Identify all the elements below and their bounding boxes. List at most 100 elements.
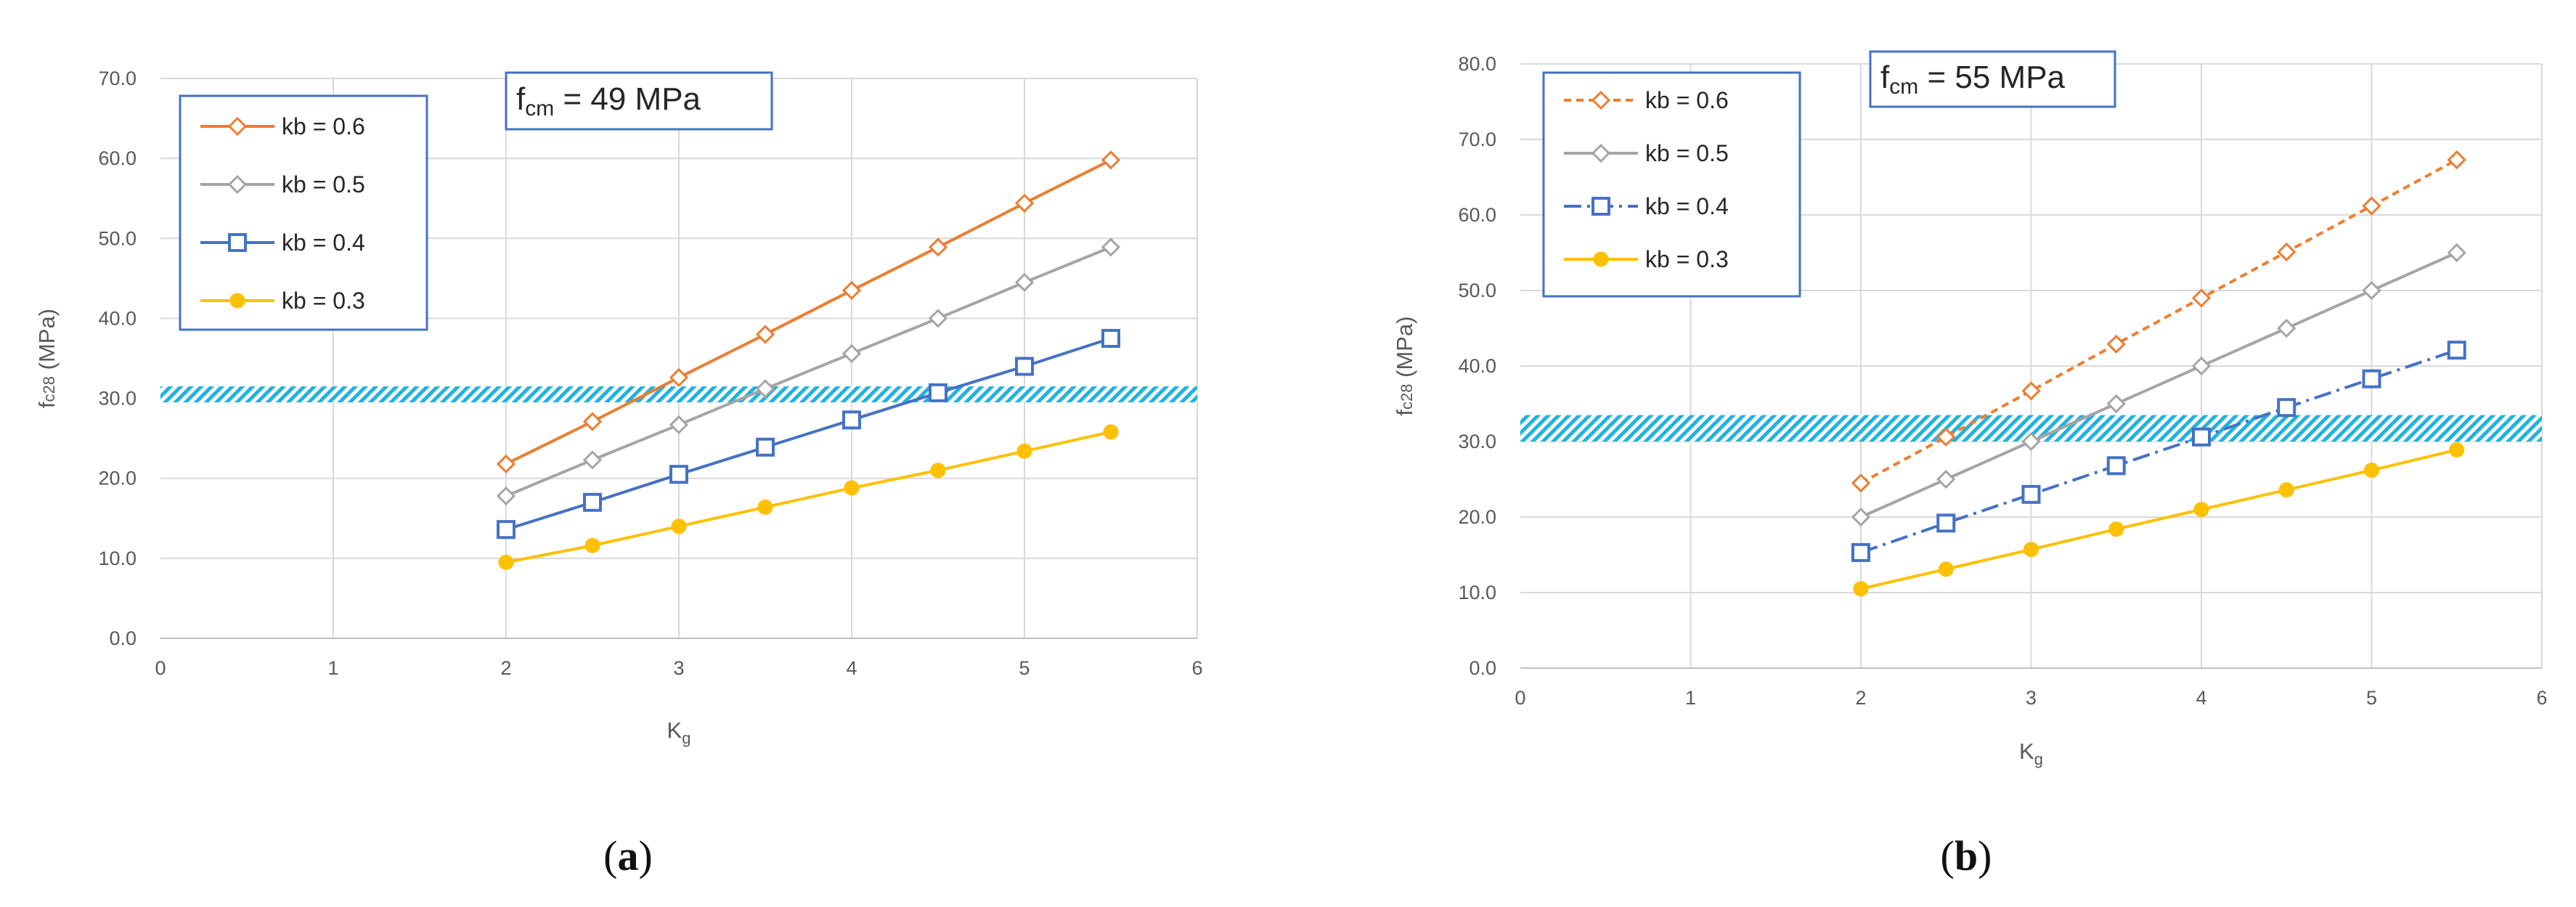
- chart-b-y-axis-label: fc28 (MPa): [1392, 316, 1417, 415]
- chart-a-x-tick-label: 4: [846, 657, 857, 679]
- chart-a-data-point: [844, 480, 860, 496]
- chart-b-series-line: [1860, 158, 2458, 484]
- chart-b-x-ticks: 0 1 2 3 4 5 6: [1515, 687, 2547, 709]
- chart-a-legend-label: kb = 0.5: [282, 171, 365, 198]
- chart-a-legend: kb = 0.6 kb = 0.5 kb = 0.4 kb = 0.3: [179, 94, 428, 331]
- chart-b-data-point: [2191, 356, 2212, 376]
- chart-b-series-line: [1860, 448, 2458, 590]
- chart-b-data-point: [2023, 542, 2039, 558]
- chart-a-data-point: [928, 237, 948, 257]
- chart-a-data-point: [757, 499, 773, 515]
- chart-b: 0.0 10.0 20.0 30.0 40.0 50.0 60.0 70.0 80.0 0 1 2 3…: [1392, 50, 2548, 879]
- chart-a-x-tick-label: 2: [500, 657, 511, 679]
- chart-a-series-2: [497, 328, 1120, 540]
- chart-a-legend-marker: [228, 233, 247, 252]
- chart-b-data-point: [1938, 561, 1954, 577]
- chart-a-data-point: [841, 343, 862, 364]
- chart-a-data-point: [498, 554, 514, 570]
- chart-a-annotation: fcm = 49 MPa: [505, 71, 773, 131]
- chart-a-series-line: [505, 430, 1112, 564]
- chart-b-data-point: [2449, 442, 2465, 457]
- chart-a-annotation-text: fcm = 49 MPa: [516, 81, 701, 121]
- chart-a-data-point: [671, 518, 687, 534]
- chart-b-data-point: [1851, 473, 1871, 493]
- chart-b-data-point: [2362, 280, 2381, 301]
- chart-b-x-tick-label: 6: [2536, 687, 2547, 709]
- chart-b-x-tick-label: 2: [1855, 687, 1866, 709]
- chart-b-data-point: [2021, 484, 2041, 504]
- chart-a-data-point: [583, 492, 602, 512]
- chart-a-data-point: [842, 410, 861, 430]
- chart-b-annotation-text: fcm = 55 MPa: [1880, 60, 2066, 99]
- chart-b-y-tick-label: 0.0: [1469, 657, 1496, 679]
- chart-b-y-tick-label: 20.0: [1458, 506, 1496, 528]
- chart-a-series-0: [496, 150, 1121, 474]
- chart-b-x-tick-label: 5: [2366, 687, 2377, 709]
- chart-a-data-point: [1103, 424, 1119, 440]
- chart-b-y-tick-label: 50.0: [1458, 280, 1496, 301]
- chart-b-series-2: [1851, 341, 2466, 562]
- chart-b-data-point: [2362, 196, 2381, 216]
- chart-a-data-point: [496, 454, 516, 474]
- chart-b-data-point: [1851, 507, 1871, 527]
- chart-a-data-point: [584, 537, 600, 553]
- chart-a-data-point: [930, 463, 946, 479]
- chart-b-data-point: [2447, 150, 2466, 170]
- chart-b-data-point: [2021, 431, 2041, 452]
- chart-a-data-point: [582, 450, 603, 470]
- chart-a-x-tick-label: 3: [673, 657, 684, 679]
- chart-b-y-tick-label: 40.0: [1458, 355, 1496, 377]
- chart-b-legend-label: kb = 0.6: [1645, 87, 1729, 113]
- chart-b-legend-marker: [1591, 197, 1610, 216]
- chart-b-legend-label: kb = 0.4: [1645, 193, 1729, 219]
- chart-a-y-tick-label: 10.0: [98, 548, 136, 569]
- chart-a-x-tick-label: 5: [1019, 657, 1030, 679]
- chart-a-data-point: [1016, 443, 1032, 459]
- chart-b-data-point: [1853, 581, 1869, 597]
- chart-b-y-tick-label: 70.0: [1458, 129, 1496, 150]
- chart-b-data-point: [2193, 502, 2209, 518]
- chart-a-data-point: [841, 280, 862, 300]
- chart-a-series-3: [498, 424, 1119, 570]
- chart-a-data-point: [669, 415, 689, 435]
- chart-b-data-point: [2191, 288, 2212, 308]
- chart-b-x-tick-label: 1: [1685, 687, 1696, 709]
- chart-b-series-line: [1860, 251, 2458, 518]
- chart-a-data-point: [755, 325, 775, 344]
- chart-b-panel-label: (b): [1941, 832, 1992, 879]
- chart-b-y-ticks: 0.0 10.0 20.0 30.0 40.0 50.0 60.0 70.0 80.0: [1458, 53, 1496, 679]
- chart-b-annotation: fcm = 55 MPa: [1869, 50, 2116, 108]
- chart-a-series-1: [496, 237, 1121, 506]
- chart-b-data-point: [2364, 463, 2379, 479]
- chart-b-series-line: [1860, 349, 2458, 554]
- chart-b-data-point: [2106, 334, 2126, 354]
- chart-b-data-point: [1936, 427, 1956, 447]
- chart-b-series-3: [1853, 442, 2465, 597]
- chart-a-y-axis-label: fc28 (MPa): [34, 309, 60, 408]
- chart-b-legend-marker: [1593, 251, 1609, 267]
- chart-b-data-point: [1936, 513, 1956, 533]
- chart-a-x-ticks: 0 1 2 3 4 5 6: [155, 657, 1202, 679]
- chart-a-y-tick-label: 30.0: [98, 388, 136, 410]
- chart-b-data-point: [2362, 369, 2381, 389]
- chart-a-legend-marker: [227, 174, 248, 195]
- chart-b-series: [1851, 150, 2466, 597]
- chart-a-annotation-box: [505, 71, 773, 131]
- chart-b-data-point: [1851, 542, 1870, 562]
- chart-a-data-point: [1101, 328, 1120, 348]
- chart-a-data-point: [1015, 357, 1034, 376]
- chart-a-x-axis-label: Kg: [667, 717, 691, 747]
- chart-a-y-tick-label: 70.0: [98, 68, 136, 89]
- chart-a-y-tick-label: 0.0: [109, 627, 136, 649]
- chart-b-y-tick-label: 60.0: [1458, 204, 1496, 226]
- chart-a-y-tick-label: 60.0: [98, 147, 136, 169]
- chart-a-data-point: [1014, 193, 1035, 213]
- chart-a-panel-label: (a): [603, 832, 653, 879]
- chart-a-legend-label: kb = 0.4: [282, 229, 365, 256]
- chart-b-annotation-box: [1869, 50, 2116, 108]
- chart-b-x-tick-label: 3: [2026, 687, 2037, 709]
- chart-b-data-point: [2106, 456, 2126, 476]
- chart-b-data-point: [2277, 398, 2296, 418]
- chart-a-data-point: [755, 379, 775, 399]
- chart-a-x-tick-label: 6: [1191, 657, 1202, 679]
